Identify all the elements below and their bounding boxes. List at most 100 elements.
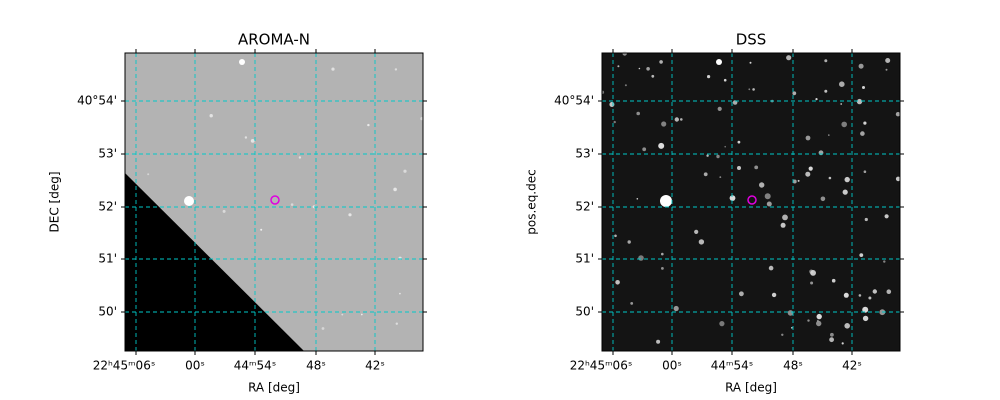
star [737, 166, 741, 170]
star [737, 140, 741, 144]
star [673, 305, 679, 312]
star [862, 315, 869, 322]
x-tick-label: 44ᵐ54ˢ [234, 359, 277, 373]
star [824, 89, 828, 93]
star [754, 165, 759, 170]
star [674, 117, 679, 122]
star [895, 176, 901, 182]
star [780, 222, 786, 228]
star [797, 179, 800, 182]
star [615, 280, 620, 285]
star [348, 213, 352, 217]
star [764, 193, 771, 200]
bright-star [660, 195, 672, 207]
x-axis-label: RA [deg] [725, 381, 777, 395]
star [791, 327, 793, 329]
target-marker [270, 195, 280, 205]
star [707, 75, 711, 79]
star [828, 134, 830, 136]
star [860, 131, 865, 136]
star [656, 339, 661, 344]
star [617, 65, 620, 68]
star [840, 103, 843, 105]
star [659, 60, 663, 64]
star [638, 255, 644, 261]
star [829, 337, 834, 343]
star [858, 294, 862, 297]
x-tick-label: 00ˢ [185, 359, 205, 373]
star [864, 217, 868, 222]
star [636, 111, 640, 116]
star [843, 292, 849, 298]
image-mask [125, 173, 304, 351]
x-tick-label: 22ʰ45ᵐ06ˢ [570, 359, 633, 373]
star [884, 214, 889, 219]
y-tick-label: 51' [575, 252, 594, 266]
y-tick-label: 52' [98, 200, 117, 214]
star [614, 234, 617, 238]
star [367, 123, 370, 127]
y-tick-label: 50' [98, 305, 117, 319]
star [394, 68, 398, 71]
star [842, 189, 848, 195]
star [638, 67, 641, 70]
x-tick-label: 44ᵐ54ˢ [711, 359, 754, 373]
star [298, 156, 302, 159]
star [658, 142, 665, 149]
star [792, 179, 797, 184]
star [883, 260, 886, 263]
panel-title: AROMA-N [238, 31, 310, 49]
y-tick-label: 52' [575, 200, 594, 214]
star [805, 171, 811, 177]
x-tick-label: 48ˢ [306, 359, 326, 373]
star [841, 121, 847, 128]
x-tick-label: 42ˢ [365, 359, 385, 373]
star [717, 106, 722, 111]
y-tick-label: 50' [575, 305, 594, 319]
star [862, 86, 865, 89]
panel: 22ʰ45ᵐ06ˢ 00ˢ 44ᵐ54ˢ 48ˢ 42ˢ 40°54' 53' 52' 51' 5… [48, 31, 427, 395]
star [698, 239, 705, 245]
star [831, 278, 836, 283]
star [749, 61, 752, 64]
star [808, 166, 813, 171]
star [781, 333, 784, 336]
star [859, 253, 864, 257]
star [841, 342, 844, 345]
star [809, 269, 814, 274]
x-axis-label: RA [deg] [248, 381, 300, 395]
star [816, 313, 822, 320]
bright-star [716, 59, 722, 65]
star [222, 209, 226, 213]
star [393, 187, 397, 192]
star [209, 114, 213, 118]
star [395, 322, 398, 325]
star [661, 252, 664, 256]
star [719, 321, 725, 327]
star [787, 310, 794, 316]
star [636, 198, 639, 200]
star [724, 145, 726, 148]
star [752, 88, 755, 91]
frame [124, 52, 424, 352]
star [244, 136, 248, 139]
star [792, 91, 797, 96]
star [321, 327, 325, 330]
target-marker [747, 195, 757, 205]
star [739, 291, 744, 297]
star [856, 98, 863, 105]
x-tick-label: 22ʰ45ᵐ06ˢ [93, 359, 156, 373]
star [807, 319, 810, 322]
y-tick-label: 53' [575, 147, 594, 161]
star [399, 292, 401, 295]
star [868, 296, 872, 300]
y-tick-label: 51' [98, 252, 117, 266]
y-tick-label: 40°54' [554, 94, 594, 108]
star [768, 265, 774, 271]
star [828, 176, 832, 180]
star [250, 139, 255, 143]
star [729, 195, 736, 202]
star [786, 55, 792, 61]
y-tick-label: 40°54' [77, 94, 117, 108]
